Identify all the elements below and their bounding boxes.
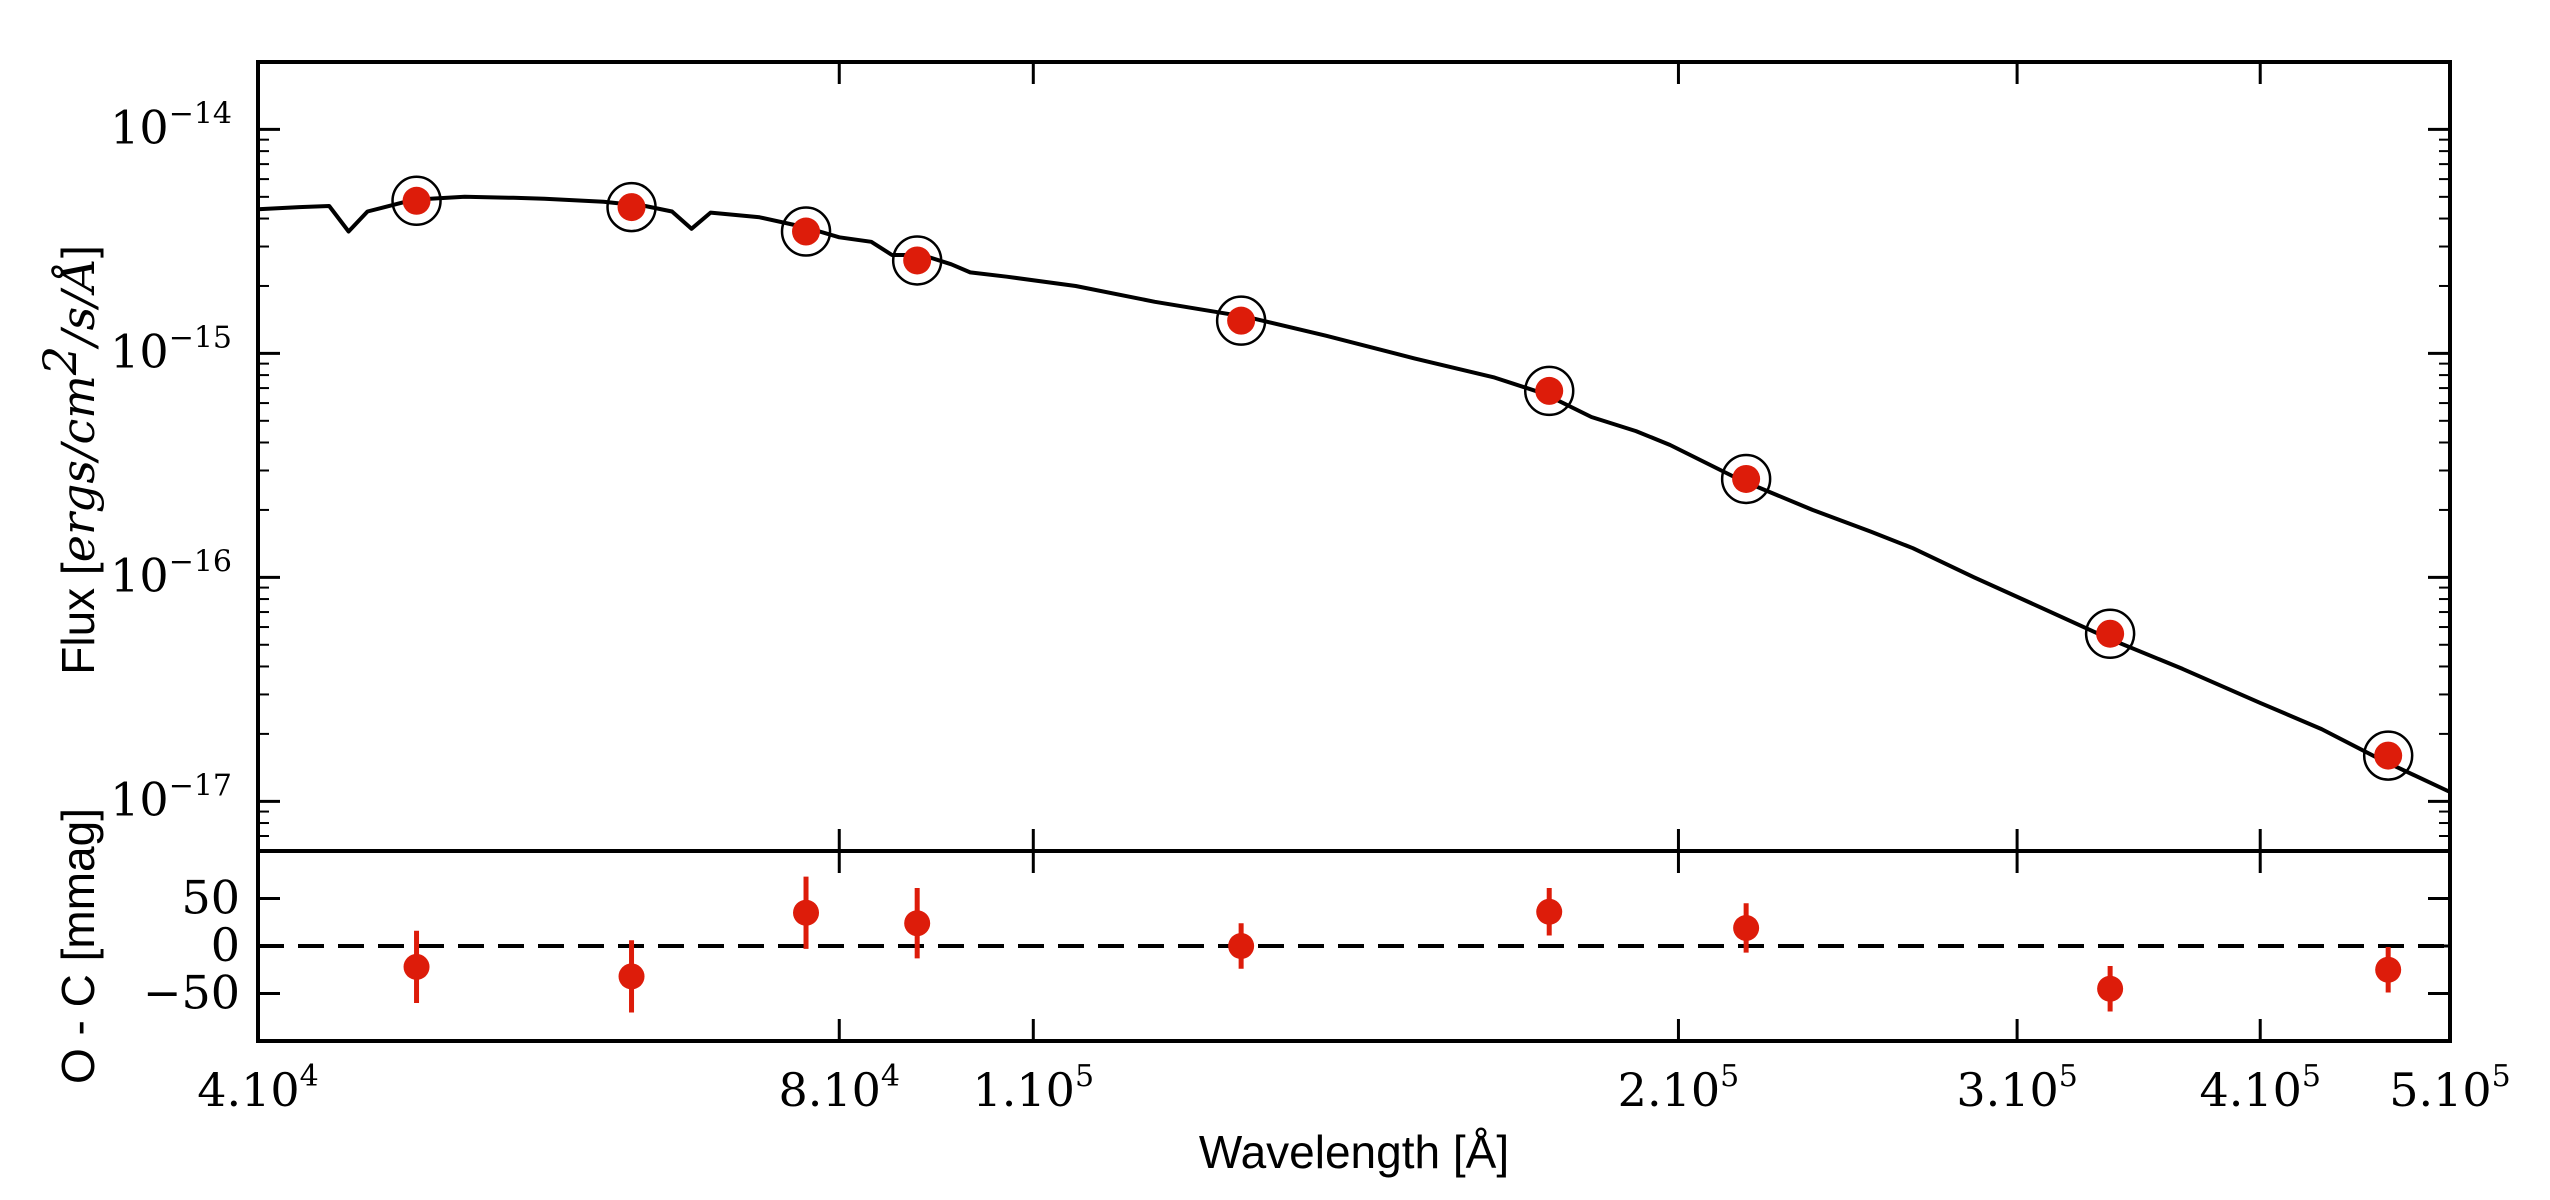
sed-y-tick-label: 10−17 [110,768,232,826]
residual-point [793,899,820,926]
synthetic-flux-marker [1215,295,1267,346]
synthetic-flux-marker [1720,453,1772,505]
synthetic-flux-marker [606,181,657,233]
synthetic-flux-marker [391,175,442,227]
residual-point [403,953,430,980]
residual-y-tick-label: 0 [211,918,240,972]
x-tick-label: 2.105 [1618,1059,1740,1117]
observed-flux-point [1535,376,1564,405]
x-tick-label: 4.105 [2199,1059,2321,1117]
residual-point [2097,975,2124,1002]
observed-flux-point [617,193,646,222]
x-tick-label: 8.104 [778,1059,900,1117]
x-tick-label: 3.105 [1956,1059,2078,1117]
sed-y-tick-label: 10−15 [110,320,232,378]
residual-point [904,910,931,937]
synthetic-flux-marker [2084,608,2136,659]
residual-point [2375,956,2402,983]
x-tick-label: 5.105 [2389,1059,2511,1117]
model-sed-line [257,194,2451,794]
sed-y-tick-label: 10−16 [110,544,232,602]
sed-panel: 10−14 10−15 10−16 10−17 Flux [ergs/cm2/s/Å] [33,60,2452,853]
observed-flux-point [2096,619,2125,648]
residual-axis-ticks [256,851,2452,1041]
synthetic-flux-marker [1523,365,1575,417]
residual-point [1536,898,1563,925]
sed-y-tick-label: 10−14 [110,96,232,154]
synthetic-flux-marker [2362,730,2414,781]
residual-y-tick-labels: 500−50 [143,871,240,1020]
residual-y-tick-label: −50 [143,966,240,1020]
synthetic-flux-marker [780,206,832,257]
x-tick-label: 1.105 [973,1059,1095,1117]
sed-plot-area [257,175,2451,794]
synthetic-flux-marker [891,235,943,286]
observed-flux-point [1732,464,1761,493]
sed-y-axis-title: Flux [ergs/cm2/s/Å] [33,245,105,675]
x-tick-label: 4.104 [197,1059,319,1117]
observed-flux-point [1227,306,1256,335]
residual-point [1228,933,1255,959]
x-tick-labels: 4.104 8.104 1.105 2.105 3.105 4.105 5.105 [197,1059,2511,1117]
sed-axis-ticks [256,62,2452,852]
x-axis-title: Wavelength [Å] [1199,1126,1509,1178]
residual-panel: 500−50 4.104 8.104 1.105 2.105 3.105 4.105 5.1… [52,808,2511,1178]
residual-point [1733,914,1760,941]
residual-plot-area [258,876,2450,1013]
observed-flux-point [402,186,431,215]
sed-y-tick-labels: 10−14 10−15 10−16 10−17 [110,96,232,826]
observed-flux-point [2374,741,2403,770]
sed-panel-frame [256,60,2452,853]
residual-y-axis-title: O - C [mmag] [52,808,104,1084]
observed-flux-point [792,217,821,246]
residual-y-tick-label: 50 [181,871,240,925]
observed-flux-point [903,246,932,275]
residual-point [618,963,645,990]
